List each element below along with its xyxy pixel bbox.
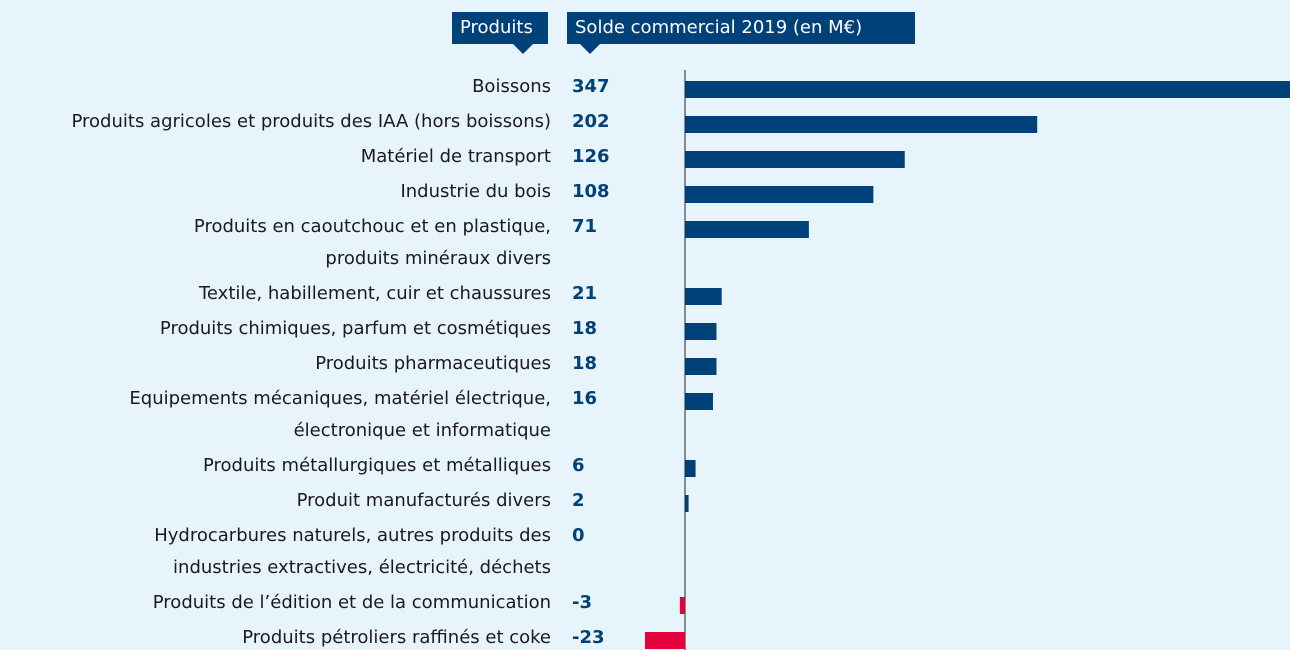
bar bbox=[685, 151, 905, 168]
bar bbox=[685, 358, 717, 375]
category-label: Produits pétroliers raffinés et coke bbox=[242, 627, 551, 648]
value-label: 126 bbox=[572, 146, 610, 167]
bar bbox=[685, 323, 717, 340]
value-label: 108 bbox=[572, 181, 610, 202]
bar bbox=[685, 460, 696, 477]
bar bbox=[685, 116, 1038, 133]
bar bbox=[685, 495, 689, 512]
bar bbox=[645, 632, 686, 649]
bar bbox=[685, 393, 713, 410]
bar bbox=[685, 221, 809, 238]
value-label: 18 bbox=[572, 318, 598, 339]
header-pointer bbox=[513, 44, 533, 54]
category-header: Produits bbox=[452, 12, 548, 44]
category-label: Hydrocarbures naturels, autres produits … bbox=[154, 525, 551, 578]
value-label: 16 bbox=[572, 388, 598, 409]
category-label: Produit manufacturés divers bbox=[296, 490, 551, 511]
chart-title: Solde commercial 2019 (en M€) bbox=[567, 12, 915, 44]
value-label: 21 bbox=[572, 283, 598, 304]
bar bbox=[685, 288, 722, 305]
category-label: Industrie du bois bbox=[400, 181, 551, 202]
category-label: Produits de l’édition et de la communica… bbox=[152, 592, 551, 613]
value-label: 18 bbox=[572, 353, 598, 374]
value-label: 347 bbox=[572, 76, 610, 97]
category-label: Matériel de transport bbox=[360, 146, 551, 167]
category-label: Boissons bbox=[472, 76, 551, 97]
value-label: -3 bbox=[572, 592, 592, 613]
value-label: 2 bbox=[572, 490, 585, 511]
category-label: Produits chimiques, parfum et cosmétique… bbox=[159, 318, 551, 339]
bar bbox=[685, 186, 874, 203]
header-pointer bbox=[580, 44, 600, 54]
value-label: 0 bbox=[572, 525, 585, 546]
category-label: Produits pharmaceutiques bbox=[315, 353, 551, 374]
category-label: Produits métallurgiques et métalliques bbox=[202, 455, 551, 476]
value-label: 6 bbox=[572, 455, 585, 476]
value-label: 71 bbox=[572, 216, 598, 237]
bar bbox=[685, 81, 1290, 98]
value-label: 202 bbox=[572, 111, 610, 132]
bar bbox=[679, 597, 686, 614]
value-label: -23 bbox=[572, 627, 605, 648]
category-label: Equipements mécaniques, matériel électri… bbox=[129, 388, 551, 441]
category-label: Textile, habillement, cuir et chaussures bbox=[198, 283, 551, 304]
category-label: Produits agricoles et produits des IAA (… bbox=[71, 111, 552, 132]
category-label: Produits en caoutchouc et en plastique, … bbox=[193, 216, 551, 269]
